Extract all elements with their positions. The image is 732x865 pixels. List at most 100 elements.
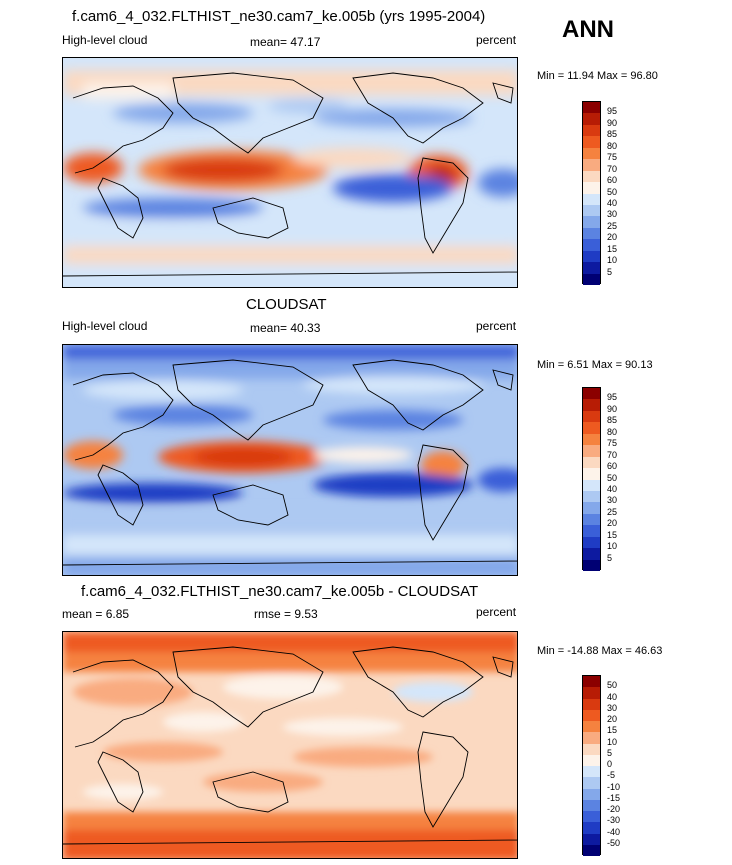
colorbar-swatch — [583, 250, 600, 263]
colorbar-swatch — [583, 559, 600, 571]
colorbar-tick-label: 90 — [607, 403, 618, 414]
colorbar-swatch — [583, 766, 600, 778]
colorbar-swatch — [583, 445, 600, 457]
colorbar-swatch — [583, 536, 600, 549]
panel1-colorbar — [582, 101, 601, 285]
colorbar-tick-label: 30 — [607, 495, 618, 506]
colorbar-tick-label: 0 — [607, 759, 613, 769]
panel1-variable-label: High-level cloud — [62, 33, 148, 47]
colorbar-swatch — [583, 676, 600, 688]
colorbar-tick-label: 85 — [607, 129, 618, 140]
panel1-coastlines — [63, 72, 517, 277]
colorbar-tick-label: 15 — [607, 529, 618, 540]
colorbar-swatch — [583, 147, 600, 160]
panel3-map-svg — [63, 632, 517, 858]
colorbar-swatch — [583, 822, 600, 834]
colorbar-swatch — [583, 182, 600, 194]
colorbar-swatch — [583, 433, 600, 446]
colorbar-swatch — [583, 732, 600, 744]
colorbar-tick-label: 10 — [607, 255, 618, 266]
panel1-map-svg — [63, 58, 517, 287]
colorbar-tick-label: -5 — [607, 770, 616, 781]
colorbar-tick-label: -15 — [607, 792, 621, 803]
colorbar-swatch — [583, 262, 600, 274]
panel3-colorbar — [582, 675, 601, 856]
colorbar-tick-label: 30 — [607, 702, 618, 713]
colorbar-swatch — [583, 833, 600, 845]
panel3-units-label: percent — [476, 605, 517, 619]
colorbar-tick-label: 80 — [607, 140, 618, 151]
colorbar-swatch — [583, 388, 600, 400]
colorbar-swatch — [583, 709, 600, 721]
colorbar-tick-label: 10 — [607, 736, 618, 747]
panel3-minmax-label: Min = -14.88 Max = 46.63 — [537, 645, 663, 657]
colorbar-tick-label: 40 — [607, 197, 618, 208]
colorbar-swatch — [583, 490, 600, 503]
colorbar-swatch — [583, 468, 600, 480]
panel3-map — [62, 631, 518, 859]
panel3-coastlines — [63, 646, 517, 845]
panel2-mean-label: mean= 40.33 — [250, 321, 321, 335]
colorbar-tick-label: -50 — [607, 837, 621, 848]
panel2-title: CLOUDSAT — [246, 296, 327, 313]
panel2-map-svg — [63, 345, 517, 575]
panel3-rmse-label: rmse = 9.53 — [254, 607, 318, 621]
colorbar-tick-label: 75 — [607, 438, 618, 449]
panel2-units-label: percent — [476, 319, 517, 333]
panel1-minmax-label: Min = 11.94 Max = 96.80 — [537, 70, 658, 82]
figure-title: f.cam6_4_032.FLTHIST_ne30.cam7_ke.005b (… — [72, 8, 486, 25]
colorbar-swatch — [583, 548, 600, 560]
colorbar-swatch — [583, 273, 600, 285]
panel3-title: f.cam6_4_032.FLTHIST_ne30.cam7_ke.005b -… — [81, 583, 479, 600]
colorbar-tick-label: 70 — [607, 163, 618, 174]
colorbar-tick-label: 60 — [607, 175, 618, 186]
colorbar-tick-label: 25 — [607, 220, 618, 231]
colorbar-tick-label: 95 — [607, 106, 618, 117]
colorbar-swatch — [583, 721, 600, 733]
colorbar-tick-label: 10 — [607, 541, 618, 552]
panel2-colorbar — [582, 387, 601, 571]
colorbar-tick-label: 85 — [607, 415, 618, 426]
colorbar-swatch — [583, 193, 600, 205]
colorbar-swatch — [583, 227, 600, 240]
colorbar-swatch — [583, 479, 600, 491]
colorbar-swatch — [583, 113, 600, 125]
colorbar-tick-label: 20 — [607, 714, 618, 724]
colorbar-swatch — [583, 159, 600, 171]
colorbar-tick-label: 80 — [607, 426, 618, 437]
colorbar-tick-label: 95 — [607, 392, 618, 403]
colorbar-tick-label: 40 — [607, 691, 618, 702]
colorbar-swatch — [583, 844, 600, 856]
panel2-variable-label: High-level cloud — [62, 319, 148, 333]
colorbar-swatch — [583, 170, 600, 183]
colorbar-swatch — [583, 124, 600, 137]
colorbar-swatch — [583, 754, 600, 766]
colorbar-swatch — [583, 136, 600, 148]
colorbar-tick-label: -10 — [607, 781, 621, 792]
colorbar-swatch — [583, 777, 600, 789]
colorbar-tick-label: 20 — [607, 232, 618, 243]
panel2-minmax-label: Min = 6.51 Max = 90.13 — [537, 359, 653, 371]
colorbar-tick-label: 15 — [607, 243, 618, 254]
colorbar-tick-label: 5 — [607, 552, 613, 563]
colorbar-tick-label: 50 — [607, 680, 618, 691]
colorbar-tick-label: 15 — [607, 725, 618, 736]
panel1-map — [62, 57, 518, 288]
colorbar-tick-label: -30 — [607, 815, 621, 826]
colorbar-swatch — [583, 399, 600, 411]
colorbar-tick-label: 50 — [607, 472, 618, 483]
colorbar-swatch — [583, 698, 600, 710]
colorbar-swatch — [583, 687, 600, 699]
colorbar-tick-label: 75 — [607, 152, 618, 163]
colorbar-swatch — [583, 216, 600, 228]
colorbar-swatch — [583, 502, 600, 514]
colorbar-tick-label: 20 — [607, 518, 618, 529]
colorbar-tick-label: 50 — [607, 186, 618, 197]
colorbar-swatch — [583, 102, 600, 114]
colorbar-tick-label: 5 — [607, 266, 613, 277]
colorbar-swatch — [583, 456, 600, 469]
colorbar-tick-label: 25 — [607, 506, 618, 517]
colorbar-swatch — [583, 239, 600, 251]
colorbar-tick-label: -20 — [607, 804, 621, 814]
colorbar-tick-label: 60 — [607, 461, 618, 472]
